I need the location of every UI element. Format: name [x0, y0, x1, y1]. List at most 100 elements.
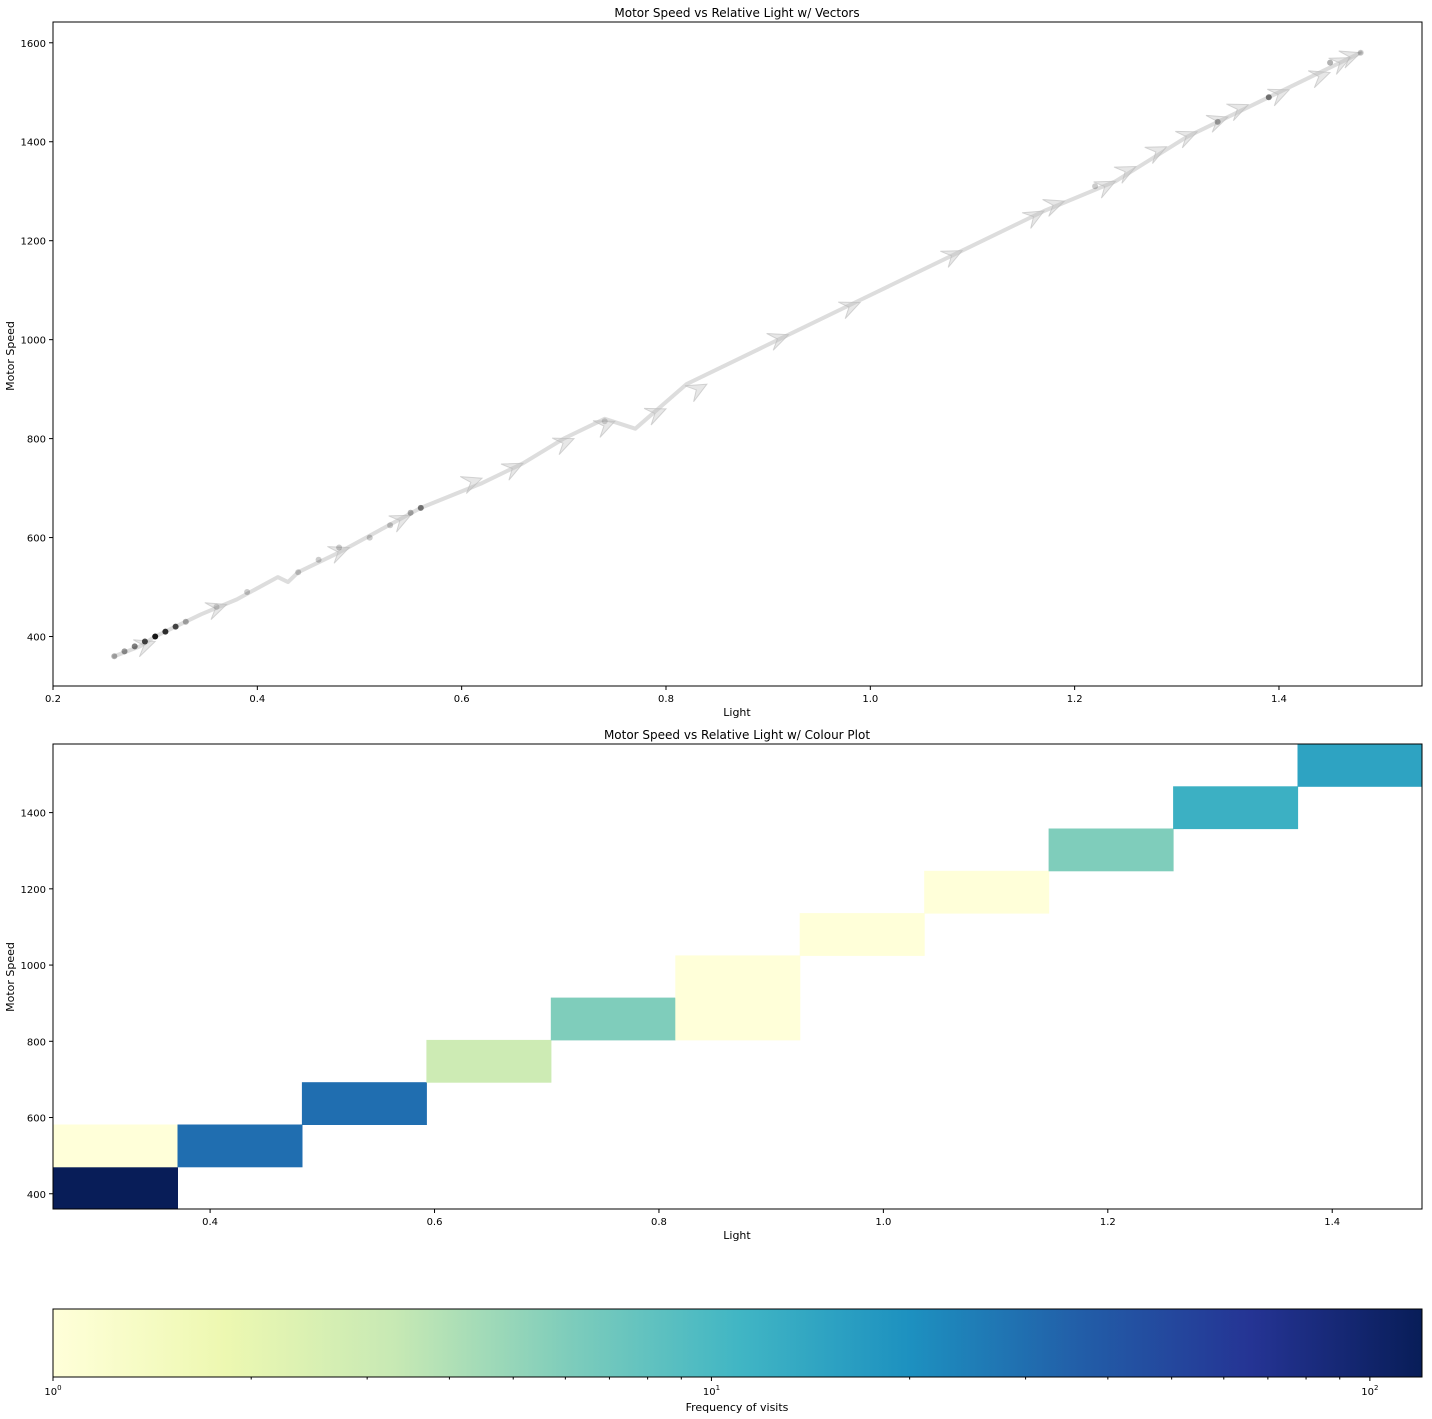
y-tick-label: 600: [27, 534, 46, 545]
vector-chart-x-label: Light: [723, 706, 751, 719]
vector-arrow: [1093, 180, 1117, 199]
heatmap-chart: Motor Speed vs Relative Light w/ Colour …: [4, 728, 1423, 1242]
heatmap-cell: [675, 955, 801, 999]
y-tick-label: 1200: [21, 237, 46, 248]
colorbar-gradient: [53, 1309, 1422, 1377]
colorbar-frame: [52, 1308, 1423, 1378]
vector-arrow: [1328, 57, 1352, 75]
vector-chart: Motor Speed vs Relative Light w/ Vectors…: [4, 6, 1423, 719]
vector-arrow: [551, 437, 576, 456]
vector-arrow: [1175, 130, 1199, 149]
vector-arrow: [204, 602, 228, 620]
visit-point: [244, 589, 251, 595]
heatmap-cell: [1297, 744, 1423, 787]
y-tick-label: 1000: [21, 961, 46, 972]
vector-arrow: [388, 514, 412, 533]
x-tick-label: 1.4: [1271, 694, 1287, 705]
x-tick-label: 0.8: [658, 694, 674, 705]
visit-point: [336, 544, 343, 551]
heatmap-cell: [426, 1039, 552, 1083]
visit-point: [1265, 94, 1272, 101]
visit-point: [152, 633, 159, 640]
y-tick-label: 1200: [21, 885, 46, 896]
visit-point: [141, 638, 148, 645]
x-tick-label: 1.2: [1100, 1217, 1116, 1228]
visit-point: [1327, 59, 1334, 66]
vector-chart-y-ticks: 400 600 800 1000 1200 1400 1600: [21, 39, 53, 644]
heatmap-cell: [1048, 828, 1174, 872]
visit-point: [213, 603, 220, 610]
heatmap-y-ticks: 400 600 800 1000 1200 1400: [21, 809, 53, 1201]
vector-arrow: [1113, 165, 1137, 184]
visit-point: [162, 628, 169, 635]
visit-point: [182, 618, 189, 625]
vector-chart-plot-area: [111, 49, 1364, 660]
colorbar-label: Frequency of visits: [686, 1401, 789, 1414]
visit-point: [1092, 183, 1099, 190]
visit-point: [1214, 118, 1221, 125]
visit-point: [295, 569, 302, 576]
vector-arrow: [1226, 103, 1250, 122]
heatmap-cell: [550, 997, 676, 1041]
heatmap-cell: [675, 997, 801, 1041]
vector-arrow: [643, 407, 668, 426]
visit-point: [366, 534, 373, 541]
y-tick-label: 800: [27, 1037, 46, 1048]
vector-arrow: [1267, 88, 1291, 107]
heatmap-frame: [52, 743, 1423, 1210]
vector-arrow: [500, 462, 525, 481]
x-tick-label: 0.6: [454, 694, 470, 705]
visit-point: [407, 509, 414, 516]
vector-arrow: [327, 546, 351, 564]
heatmap-cells: [53, 744, 1423, 1210]
x-tick-label: 0.6: [427, 1217, 443, 1228]
vector-arrow: [766, 333, 790, 351]
visit-point: [601, 418, 608, 425]
vector-arrow: [459, 476, 484, 494]
heatmap-x-ticks: 0.4 0.6 0.8 1.0 1.2 1.4: [202, 1209, 1340, 1228]
x-tick-label: 1.2: [1067, 694, 1083, 705]
visit-point: [172, 623, 179, 630]
visit-point: [1357, 49, 1364, 56]
visit-point: [111, 653, 118, 660]
colorbar-tick-label: 102: [1361, 1384, 1378, 1398]
x-tick-label: 0.4: [202, 1217, 218, 1228]
heatmap-cell: [301, 1082, 427, 1125]
vector-arrow: [1205, 114, 1230, 133]
heatmap-cell: [53, 1124, 178, 1168]
visit-point: [417, 504, 424, 511]
vector-arrow: [1307, 70, 1332, 89]
visit-point: [387, 522, 394, 529]
vector-arrow: [1021, 210, 1046, 229]
vector-arrow: [1338, 50, 1362, 69]
vector-arrow: [837, 301, 862, 319]
vector-arrow: [1042, 199, 1066, 217]
colorbar-tick-label: 100: [44, 1384, 61, 1398]
colorbar: 100 101 102 Frequency of visits: [44, 1308, 1423, 1414]
vector-arrow: [1144, 146, 1168, 164]
heatmap-cell: [53, 1166, 178, 1210]
heatmap-chart-y-label: Motor Speed: [4, 942, 17, 1012]
x-tick-label: 1.0: [875, 1217, 891, 1228]
y-tick-label: 1400: [21, 809, 46, 820]
heatmap-chart-title: Motor Speed vs Relative Light w/ Colour …: [604, 728, 870, 742]
x-tick-label: 0.2: [45, 694, 61, 705]
visit-point: [131, 643, 138, 650]
vector-arrow: [133, 639, 157, 658]
y-tick-label: 800: [27, 435, 46, 446]
visit-point: [315, 556, 322, 563]
heatmap-cell: [924, 870, 1050, 914]
vector-chart-y-label: Motor Speed: [4, 321, 17, 391]
colorbar-ticks: 100 101 102: [44, 1377, 1378, 1398]
vector-arrow: [592, 420, 617, 438]
vector-arrow: [684, 383, 708, 403]
vector-chart-frame: [52, 21, 1423, 687]
heatmap-chart-x-label: Light: [723, 1229, 751, 1242]
vector-chart-x-ticks: 0.2 0.4 0.6 0.8 1.0 1.2 1.4: [45, 686, 1287, 705]
x-tick-label: 1.0: [862, 694, 878, 705]
heatmap-cell: [1173, 786, 1299, 830]
visit-point: [121, 648, 128, 655]
x-tick-label: 0.8: [651, 1217, 667, 1228]
vector-arrow: [940, 250, 964, 268]
